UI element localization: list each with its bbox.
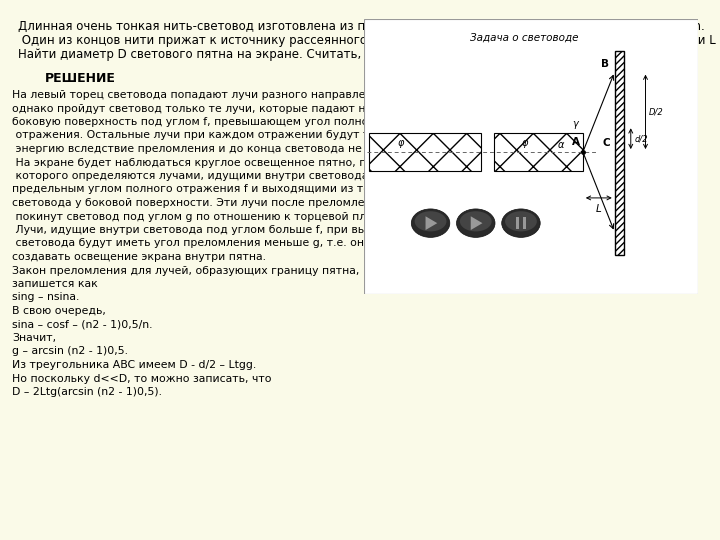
Text: На экране будет наблюдаться круглое освещенное пятно, границы: На экране будет наблюдаться круглое осве… [12,158,409,167]
Bar [523,217,526,229]
Text: световода у боковой поверхности. Эти лучи после преломления: световода у боковой поверхности. Эти луч… [12,198,385,208]
Text: α: α [558,140,564,150]
Text: В свою очередь,: В свою очередь, [12,306,106,316]
Text: На левый торец световода попадают лучи разного направления,: На левый торец световода попадают лучи р… [12,90,390,100]
Ellipse shape [505,211,537,232]
Ellipse shape [411,209,450,238]
Ellipse shape [460,211,492,232]
Text: Один из концов нити прижат к источнику рассеянного света S. Другой конец нити ра: Один из концов нити прижат к источнику р… [18,34,720,47]
Text: покинут световод под углом g по отношению к торцевой плоскости.: покинут световод под углом g по отношени… [12,212,415,221]
Text: световода будут иметь угол преломления меньше g, т.е. они будут: световода будут иметь угол преломления м… [12,239,408,248]
Text: d/2: d/2 [634,134,648,143]
Text: РЕШЕНИЕ: РЕШЕНИЕ [45,72,116,85]
Bar [615,51,624,255]
Text: φ: φ [397,138,404,149]
Text: Найти диаметр D светового пятна на экране. Считать, что диаметр световода d<<D.: Найти диаметр D светового пятна на экран… [18,48,555,61]
Text: которого определяются лучами, идущими внутри световода под: которого определяются лучами, идущими вн… [12,171,393,181]
Text: Закон преломления для лучей, образующих границу пятна,: Закон преломления для лучей, образующих … [12,266,359,275]
Text: Значит,: Значит, [12,333,56,343]
Ellipse shape [456,209,495,238]
Text: Задача о световоде: Задача о световоде [470,33,579,43]
Text: предельным углом полного отражения f и выходящими из торца: предельным углом полного отражения f и в… [12,185,391,194]
Bar [369,133,481,171]
Text: Длинная очень тонкая нить-световод изготовлена из прозрачного материала с показа: Длинная очень тонкая нить-световод изгот… [18,20,705,33]
Text: Но поскольку d<<D, то можно записать, что: Но поскольку d<<D, то можно записать, чт… [12,374,271,383]
Polygon shape [471,216,482,230]
Text: L: L [596,204,602,214]
Text: sina – cosf – (n2 - 1)0,5/n.: sina – cosf – (n2 - 1)0,5/n. [12,320,153,329]
Polygon shape [426,216,437,230]
Text: энергию вследствие преломления и до конца световода не дойдут.: энергию вследствие преломления и до конц… [12,144,410,154]
Text: D/2: D/2 [649,107,664,116]
Bar [494,133,583,171]
Text: однако пройдут световод только те лучи, которые падают на его: однако пройдут световод только те лучи, … [12,104,395,113]
Text: D – 2Ltg(arcsin (n2 - 1)0,5).: D – 2Ltg(arcsin (n2 - 1)0,5). [12,387,162,397]
Text: C: C [602,138,610,149]
Text: B: B [600,59,608,69]
Text: φ: φ [521,138,528,149]
Text: γ: γ [572,119,578,129]
Text: отражения. Остальные лучи при каждом отражении будут терять: отражения. Остальные лучи при каждом отр… [12,131,402,140]
Text: Лучи, идущие внутри световода под углом больше f, при выходе из: Лучи, идущие внутри световода под углом … [12,225,410,235]
Text: sing – nsina.: sing – nsina. [12,293,79,302]
Bar [516,217,519,229]
Text: боковую поверхность под углом f, превышающем угол полного: боковую поверхность под углом f, превыша… [12,117,381,127]
Text: запишется как: запишется как [12,279,98,289]
Text: A: A [572,137,580,146]
Text: создавать освещение экрана внутри пятна.: создавать освещение экрана внутри пятна. [12,252,266,262]
FancyBboxPatch shape [364,19,698,294]
Ellipse shape [502,209,540,238]
Text: Из треугольника ABC имеем D - d/2 – Ltgg.: Из треугольника ABC имеем D - d/2 – Ltgg… [12,360,256,370]
Text: g – arcsin (n2 - 1)0,5.: g – arcsin (n2 - 1)0,5. [12,347,128,356]
Ellipse shape [415,211,446,232]
